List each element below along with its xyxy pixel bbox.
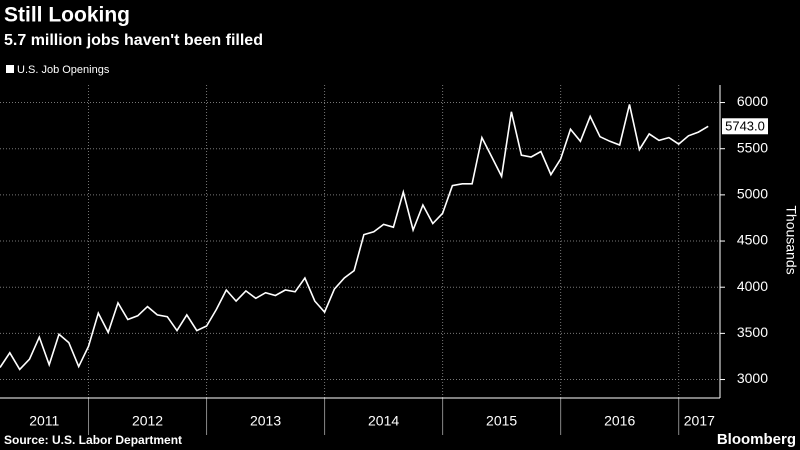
series-line — [0, 104, 709, 371]
brand: Bloomberg — [717, 431, 796, 448]
x-tick-label: 2013 — [250, 413, 281, 429]
legend-swatch — [6, 65, 14, 73]
y-tick-label: 5000 — [737, 186, 768, 202]
x-tick-label: 2015 — [486, 413, 517, 429]
end-label-box — [722, 118, 768, 135]
x-tick-label: 2012 — [132, 413, 163, 429]
x-tick-label: 2011 — [29, 413, 59, 429]
y-tick-label: 4000 — [737, 278, 768, 294]
y-tick-label: 4500 — [737, 232, 768, 248]
source: Source: U.S. Labor Department — [4, 433, 182, 447]
y-tick-label: 6000 — [737, 93, 768, 109]
end-label: 5743.0 — [725, 119, 765, 134]
y-axis-label: Thousands — [783, 205, 799, 274]
x-tick-label: 2014 — [368, 413, 399, 429]
legend-label: U.S. Job Openings — [17, 64, 110, 76]
y-tick-label: 3500 — [737, 324, 768, 340]
chart-title: Still Looking — [4, 4, 130, 27]
x-tick-label: 2017 — [684, 413, 715, 429]
y-tick-label: 5500 — [737, 139, 768, 155]
chart-subtitle: 5.7 million jobs haven't been filled — [4, 32, 263, 49]
y-tick-label: 3000 — [737, 370, 768, 386]
x-tick-label: 2016 — [604, 413, 635, 429]
